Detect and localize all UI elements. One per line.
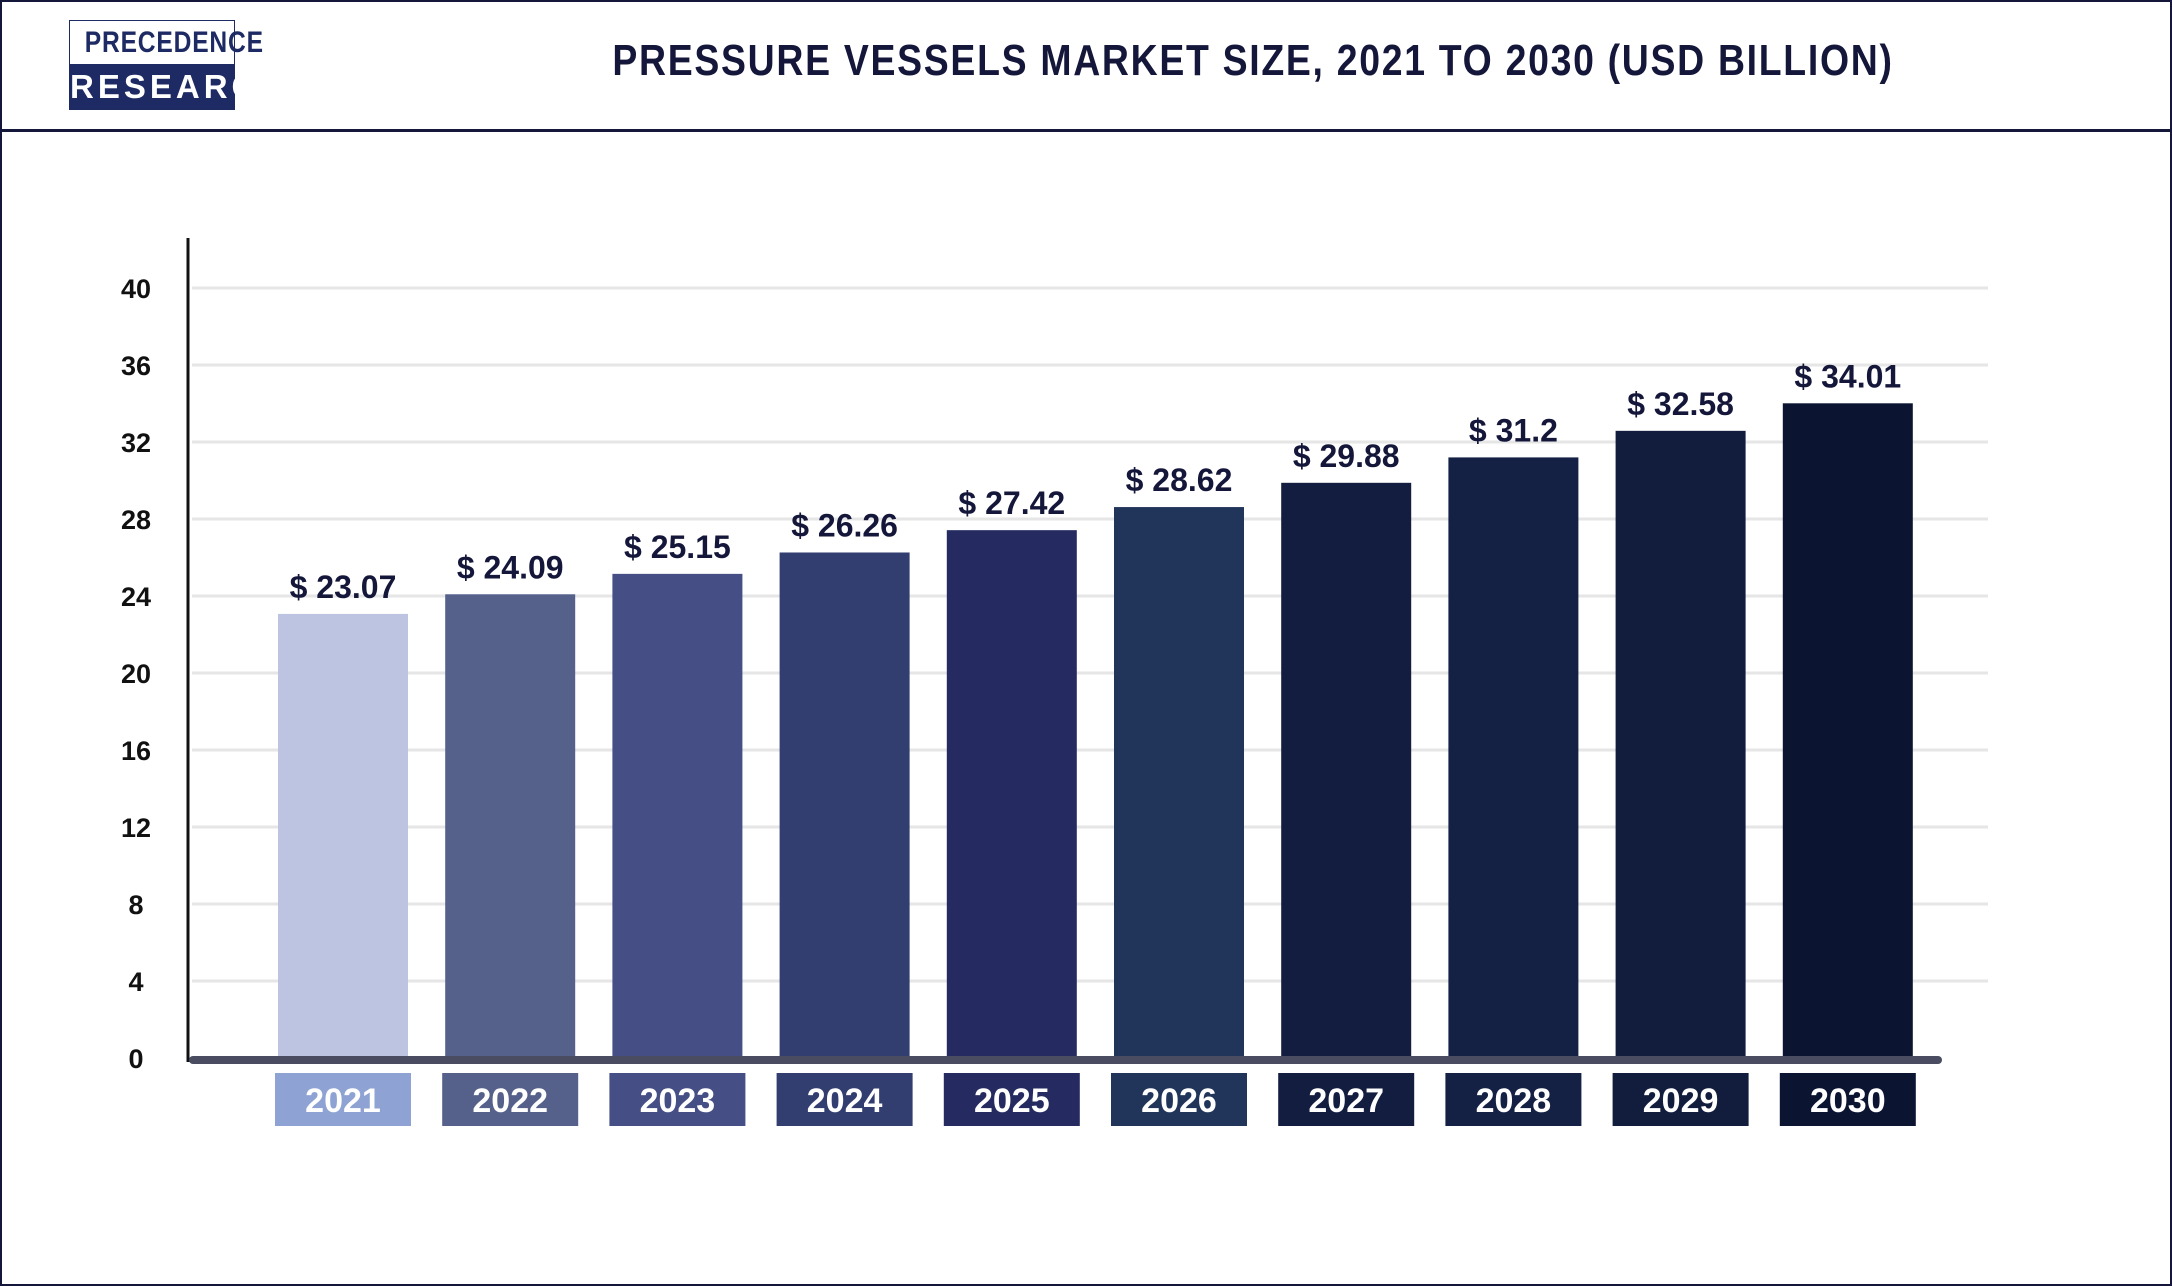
data-label: $ 24.09 <box>457 549 564 585</box>
y-tick-label: 36 <box>121 351 151 381</box>
precedence-research-logo: PRECEDENCE RESEARCH <box>69 20 283 110</box>
data-label: $ 29.88 <box>1293 438 1400 474</box>
data-label: $ 34.01 <box>1794 358 1901 394</box>
y-tick-label: 4 <box>128 967 143 997</box>
x-label-box <box>1779 1073 1916 1126</box>
bar-2022 <box>445 594 576 1058</box>
y-tick-label: 16 <box>121 736 151 766</box>
bar-2024 <box>779 552 910 1058</box>
x-label-box <box>275 1073 411 1126</box>
data-label: $ 25.15 <box>624 529 731 565</box>
bar-2023 <box>612 573 743 1058</box>
x-tick-label: 2021 <box>305 1082 381 1120</box>
y-tick-label: 8 <box>128 890 143 920</box>
x-tick-label: 2028 <box>1476 1082 1552 1120</box>
x-label-box <box>776 1073 913 1126</box>
y-tick-label: 20 <box>121 659 151 689</box>
x-label-box <box>609 1073 746 1126</box>
x-tick-label: 2022 <box>472 1082 548 1120</box>
x-tick-label: 2025 <box>974 1082 1050 1120</box>
x-tick-label: 2029 <box>1643 1082 1719 1120</box>
y-tick-label: 0 <box>128 1044 143 1074</box>
bar-2030 <box>1782 403 1913 1058</box>
bar-2029 <box>1615 430 1746 1059</box>
x-tick-label: 2024 <box>807 1082 883 1120</box>
y-tick-label: 12 <box>121 813 151 843</box>
chart-title: PRESSURE VESSELS MARKET SIZE, 2021 TO 20… <box>612 36 1894 85</box>
x-label-box <box>1111 1073 1247 1126</box>
x-label-box <box>442 1073 579 1126</box>
bar-2026 <box>1114 507 1244 1058</box>
y-tick-label: 24 <box>121 582 151 612</box>
x-tick-label: 2030 <box>1810 1082 1886 1120</box>
bar-2021 <box>278 613 408 1058</box>
bar-2025 <box>946 530 1077 1058</box>
x-tick-label: 2026 <box>1141 1082 1217 1120</box>
y-tick-label: 40 <box>121 274 151 304</box>
x-label-box <box>1278 1073 1415 1126</box>
x-tick-label: 2023 <box>640 1082 716 1120</box>
data-label: $ 27.42 <box>958 485 1065 521</box>
bar-2028 <box>1448 457 1579 1058</box>
data-label: $ 31.2 <box>1469 412 1558 448</box>
data-label: $ 26.26 <box>791 507 898 543</box>
data-label: $ 32.58 <box>1627 386 1734 422</box>
x-label-box <box>1612 1073 1749 1126</box>
x-tick-label: 2027 <box>1308 1082 1384 1120</box>
data-label: $ 28.62 <box>1126 462 1233 498</box>
header: PRECEDENCE RESEARCH PRESSURE VESSELS MAR… <box>0 0 2172 132</box>
data-label: $ 23.07 <box>290 569 397 605</box>
x-label-box <box>1445 1073 1582 1126</box>
y-tick-label: 28 <box>121 505 151 535</box>
bar-2027 <box>1281 482 1412 1058</box>
y-tick-label: 32 <box>121 428 151 458</box>
x-label-box <box>943 1073 1080 1126</box>
